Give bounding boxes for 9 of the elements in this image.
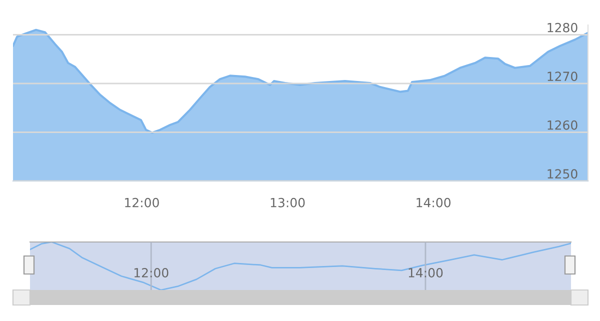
x-tick-label: 13:00 (270, 198, 305, 208)
x-tick-label: 14:00 (416, 198, 450, 208)
y-tick-label: 1280 (548, 22, 578, 32)
y-tick-label: 1270 (548, 72, 578, 82)
y-tick-label: 1260 (548, 120, 578, 130)
y-tick-label: 1250 (548, 169, 578, 179)
x-tick-label: 12:00 (134, 268, 168, 278)
x-tick-label: 12:00 (125, 198, 159, 208)
x-tick-label: 14:00 (408, 268, 443, 278)
